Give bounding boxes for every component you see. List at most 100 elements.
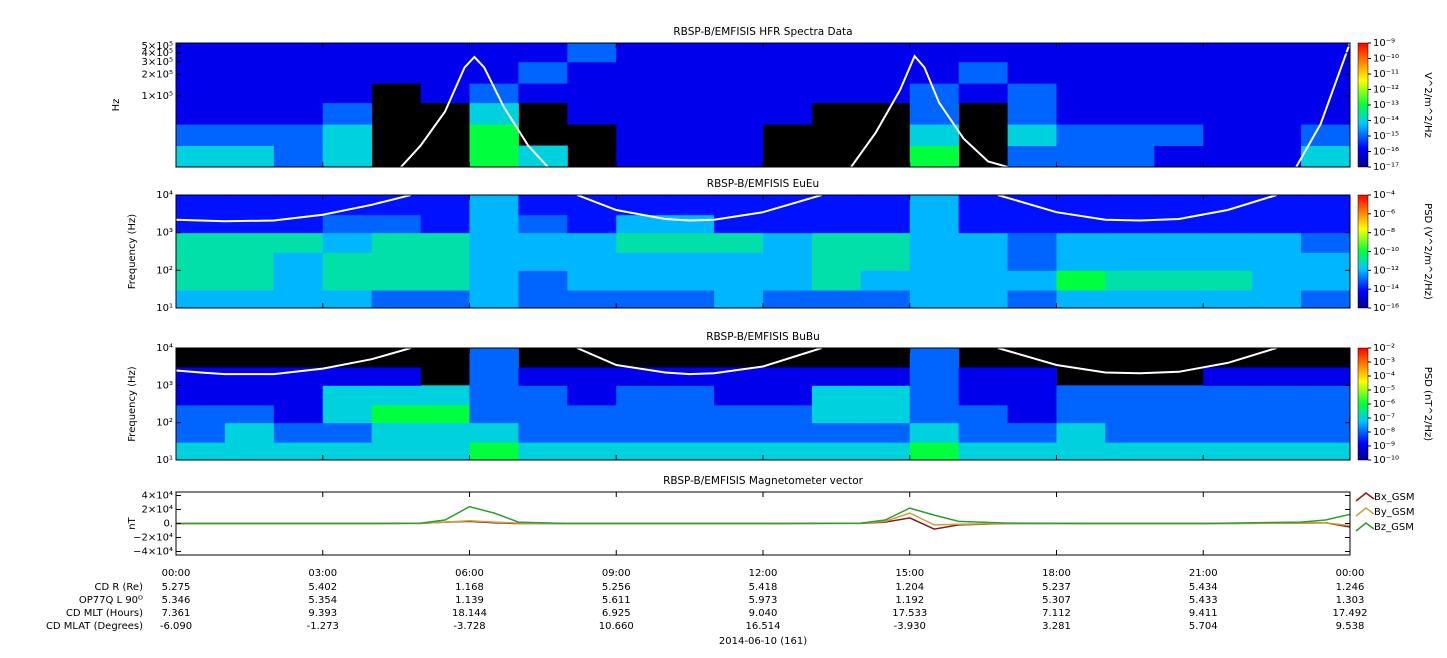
spectrogram-cell bbox=[1007, 290, 1057, 308]
spectrogram-cell bbox=[1301, 270, 1350, 291]
ephemeris-value: 5.256 bbox=[602, 582, 631, 593]
spectrogram-cell bbox=[811, 442, 862, 460]
spectrogram-cell bbox=[224, 214, 275, 234]
y-tick-label: 5×10⁵ bbox=[142, 41, 173, 52]
ephemeris-value: 5.402 bbox=[308, 582, 337, 593]
spectrogram-cell bbox=[420, 214, 470, 234]
spectrogram-cell bbox=[1301, 214, 1350, 234]
spectrogram-cell bbox=[518, 404, 568, 424]
spectrogram-cell bbox=[665, 124, 715, 147]
spectrogram-cell bbox=[518, 270, 568, 291]
ephemeris-value: 5.307 bbox=[1042, 595, 1071, 606]
spectrogram-cell bbox=[1203, 422, 1253, 443]
y-axis-label: Hz bbox=[111, 99, 122, 112]
ephemeris-value: -3.728 bbox=[453, 621, 485, 632]
spectrogram-cell bbox=[273, 442, 324, 460]
ephemeris-value: 1.192 bbox=[895, 595, 924, 606]
spectrogram-cell bbox=[860, 214, 911, 234]
spectrogram-cell bbox=[1301, 43, 1350, 63]
spectrogram-cell bbox=[665, 422, 715, 443]
spectrogram-cell bbox=[322, 404, 373, 424]
spectrogram-cell bbox=[714, 124, 764, 147]
spectrogram-cell bbox=[958, 61, 1009, 84]
spectrogram-cell bbox=[811, 290, 862, 308]
y-tick-label: 10³ bbox=[156, 380, 173, 391]
spectrogram-cell bbox=[1203, 145, 1253, 167]
colorbar-tick-label: 10⁻² bbox=[1373, 343, 1395, 354]
spectrogram-cell bbox=[420, 232, 470, 253]
spectrogram-cell bbox=[714, 232, 764, 253]
spectrogram-cell bbox=[714, 145, 764, 167]
spectrogram-cell bbox=[958, 270, 1009, 291]
ephemeris-value: -1.273 bbox=[307, 621, 339, 632]
spectrogram-cell bbox=[1105, 270, 1155, 291]
spectrogram-cell bbox=[224, 385, 275, 406]
y-tick-label: 10¹ bbox=[156, 303, 173, 314]
colorbar-tick-label: 10⁻¹² bbox=[1373, 265, 1399, 276]
spectrogram-cell bbox=[1105, 214, 1155, 234]
spectrogram-cell bbox=[469, 290, 519, 308]
spectrogram-cell bbox=[224, 442, 275, 460]
spectrogram-cell bbox=[616, 61, 666, 84]
spectrogram-cell bbox=[665, 232, 715, 253]
spectrogram-cell bbox=[1007, 83, 1057, 104]
spectrogram-cell bbox=[811, 367, 862, 386]
spectrogram-cell bbox=[665, 43, 715, 63]
spectrogram-cell bbox=[665, 290, 715, 308]
spectrogram-cell bbox=[1105, 385, 1155, 406]
spectrogram-cell bbox=[665, 385, 715, 406]
spectrogram-cell bbox=[518, 385, 568, 406]
colorbar bbox=[1357, 347, 1369, 461]
spectrogram-cell bbox=[1252, 145, 1302, 167]
spectrogram-cell bbox=[1056, 422, 1106, 443]
spectrogram-cell bbox=[763, 404, 813, 424]
legend-label: Bz_GSM bbox=[1374, 522, 1414, 533]
x-tick-label: 15:00 bbox=[895, 568, 924, 579]
spectrogram-cell bbox=[1252, 270, 1302, 291]
spectrogram-cell bbox=[420, 83, 470, 104]
plot-area bbox=[176, 195, 1350, 308]
spectrogram-cell bbox=[1154, 124, 1204, 147]
x-tick-label: 00:00 bbox=[1336, 568, 1365, 579]
spectrogram-cell bbox=[1105, 442, 1155, 460]
spectrogram-cell bbox=[1105, 290, 1155, 308]
spectrogram-cell bbox=[469, 367, 519, 386]
spectrogram-cell bbox=[1056, 61, 1106, 84]
spectrogram-cell bbox=[1252, 43, 1302, 63]
spectrogram-cell bbox=[1203, 43, 1253, 63]
spectrogram-cell bbox=[224, 270, 275, 291]
spectrogram-cell bbox=[567, 404, 617, 424]
spectrogram-cell bbox=[860, 43, 911, 63]
spectrogram-cell bbox=[1056, 385, 1106, 406]
spectrogram-cell bbox=[224, 367, 275, 386]
spectrogram-cell bbox=[371, 290, 422, 308]
spectrogram-cell bbox=[322, 367, 373, 386]
spectrogram-cell bbox=[763, 367, 813, 386]
spectrogram-cell bbox=[665, 252, 715, 271]
spectrogram-cell bbox=[763, 83, 813, 104]
spectrogram-cell bbox=[224, 43, 275, 63]
spectrogram-cell bbox=[763, 102, 813, 125]
spectrogram-cell bbox=[322, 43, 373, 63]
colorbar-tick-label: 10⁻⁴ bbox=[1373, 190, 1395, 201]
spectrogram-cell bbox=[176, 232, 226, 253]
spectrogram-cell bbox=[1056, 442, 1106, 460]
spectrogram-cell bbox=[909, 367, 960, 386]
spectrogram-cell bbox=[1056, 232, 1106, 253]
spectrogram-cell bbox=[714, 270, 764, 291]
spectrogram-cell bbox=[860, 404, 911, 424]
spectrogram-cell bbox=[420, 404, 470, 424]
colorbar-tick-label: 10⁻¹⁰ bbox=[1373, 247, 1399, 258]
ephemeris-value: 1.246 bbox=[1336, 582, 1365, 593]
spectrogram-cell bbox=[1252, 442, 1302, 460]
y-tick-label: 4×10⁵ bbox=[142, 48, 173, 59]
spectrogram-cell bbox=[518, 43, 568, 63]
spectrogram-cell bbox=[371, 404, 422, 424]
spectrogram-cell bbox=[1056, 195, 1106, 216]
spectrogram-cell bbox=[224, 145, 275, 167]
colorbar-tick-label: 10⁻¹⁴ bbox=[1373, 284, 1399, 295]
spectrogram-cell bbox=[273, 422, 324, 443]
ephemeris-value: 5.434 bbox=[1189, 582, 1218, 593]
spectrogram-cell bbox=[811, 232, 862, 253]
